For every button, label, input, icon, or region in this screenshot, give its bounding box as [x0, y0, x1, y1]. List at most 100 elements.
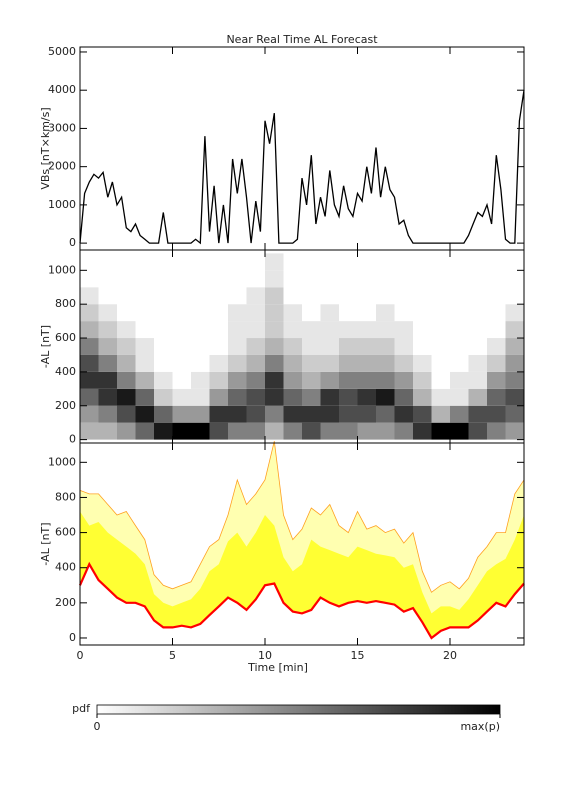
heat-cell — [431, 321, 450, 339]
heat-cell — [487, 388, 506, 406]
data-line — [79, 90, 525, 245]
heat-cell — [487, 422, 506, 440]
heat-cell — [450, 338, 469, 355]
heat-cell — [413, 253, 432, 271]
heat-cell — [209, 304, 228, 322]
heat-cell — [98, 388, 117, 406]
heat-cell — [80, 338, 99, 355]
heat-cell — [117, 405, 136, 423]
y-tick-label: 5000 — [48, 45, 76, 58]
heat-cell — [265, 270, 284, 288]
y-tick-label: 200 — [55, 399, 76, 412]
heat-cell — [505, 304, 524, 322]
heat-cell — [135, 253, 154, 271]
heat-cell — [117, 304, 136, 322]
heat-cell — [431, 405, 450, 423]
heat-cell — [339, 287, 358, 305]
heat-cell — [413, 422, 432, 440]
plot-frame — [79, 442, 525, 646]
heat-cell — [228, 338, 247, 355]
heat-cell — [98, 321, 117, 339]
y-tick-label: 1000 — [48, 455, 76, 468]
y-tick-label: 1000 — [48, 198, 76, 211]
heat-cell — [191, 304, 210, 322]
lower-line — [78, 561, 525, 640]
heat-cell — [302, 253, 321, 271]
heat-cell — [487, 321, 506, 339]
heat-cell — [283, 371, 302, 389]
heat-cell — [283, 422, 302, 440]
heat-cell — [413, 405, 432, 423]
heat-cell — [357, 321, 376, 339]
heat-cell — [357, 388, 376, 406]
heat-cell — [209, 270, 228, 288]
heat-cell — [450, 321, 469, 339]
heat-cell — [265, 354, 284, 372]
heat-cell — [117, 371, 136, 389]
heat-cell — [172, 287, 191, 305]
heat-cell — [209, 253, 228, 271]
heat-cell — [302, 354, 321, 372]
heat-cell — [191, 321, 210, 339]
y-tick-label: 600 — [55, 526, 76, 539]
heat-cell — [209, 287, 228, 305]
heat-cell — [413, 388, 432, 406]
y-axis-label: -AL [nT] — [39, 325, 52, 368]
heat-cell — [135, 371, 154, 389]
heat-cell — [376, 371, 395, 389]
heat-cell — [246, 287, 265, 305]
heat-cell — [265, 338, 284, 355]
heat-cell — [450, 287, 469, 305]
heat-cell — [376, 354, 395, 372]
heat-cell — [320, 422, 339, 440]
heat-cell — [283, 354, 302, 372]
heat-cell — [505, 405, 524, 423]
heat-cell — [265, 287, 284, 305]
heat-cell — [117, 253, 136, 271]
heat-cell — [450, 405, 469, 423]
y-axis-label: -AL [nT] — [39, 522, 52, 565]
heat-cell — [413, 321, 432, 339]
heat-cell — [98, 422, 117, 440]
heat-cell — [339, 253, 358, 271]
heat-cell — [376, 270, 395, 288]
heat-cell — [468, 422, 487, 440]
heat-cell — [431, 354, 450, 372]
heat-cell — [302, 338, 321, 355]
heat-cell — [487, 371, 506, 389]
y-tick-label: 600 — [55, 331, 76, 344]
heat-cell — [246, 371, 265, 389]
heat-cell — [468, 354, 487, 372]
heat-cell — [413, 287, 432, 305]
heat-cell — [228, 287, 247, 305]
heat-cell — [80, 253, 99, 271]
heat-cell — [394, 338, 413, 355]
heat-cell — [265, 388, 284, 406]
heat-cell — [320, 388, 339, 406]
heat-cell — [339, 270, 358, 288]
heat-cell — [320, 405, 339, 423]
heat-cell — [154, 371, 173, 389]
heat-cell — [246, 321, 265, 339]
x-tick-label: 0 — [77, 649, 84, 662]
heat-cell — [376, 287, 395, 305]
heat-cell — [80, 405, 99, 423]
heat-cell — [135, 405, 154, 423]
heat-cell — [117, 388, 136, 406]
heat-cell — [394, 304, 413, 322]
heat-cell — [320, 354, 339, 372]
heat-cell — [302, 321, 321, 339]
heat-cell — [394, 371, 413, 389]
heat-cell — [357, 287, 376, 305]
heat-cell — [394, 405, 413, 423]
heat-cell — [505, 371, 524, 389]
heat-cell — [246, 270, 265, 288]
heat-cell — [117, 287, 136, 305]
heat-cell — [283, 338, 302, 355]
heat-cell — [320, 287, 339, 305]
heat-cell — [431, 304, 450, 322]
y-axis-label: VBs [nT×km/s] — [39, 107, 52, 189]
heat-cell — [487, 354, 506, 372]
y-tick-label: 4000 — [48, 83, 76, 96]
heat-cell — [505, 422, 524, 440]
